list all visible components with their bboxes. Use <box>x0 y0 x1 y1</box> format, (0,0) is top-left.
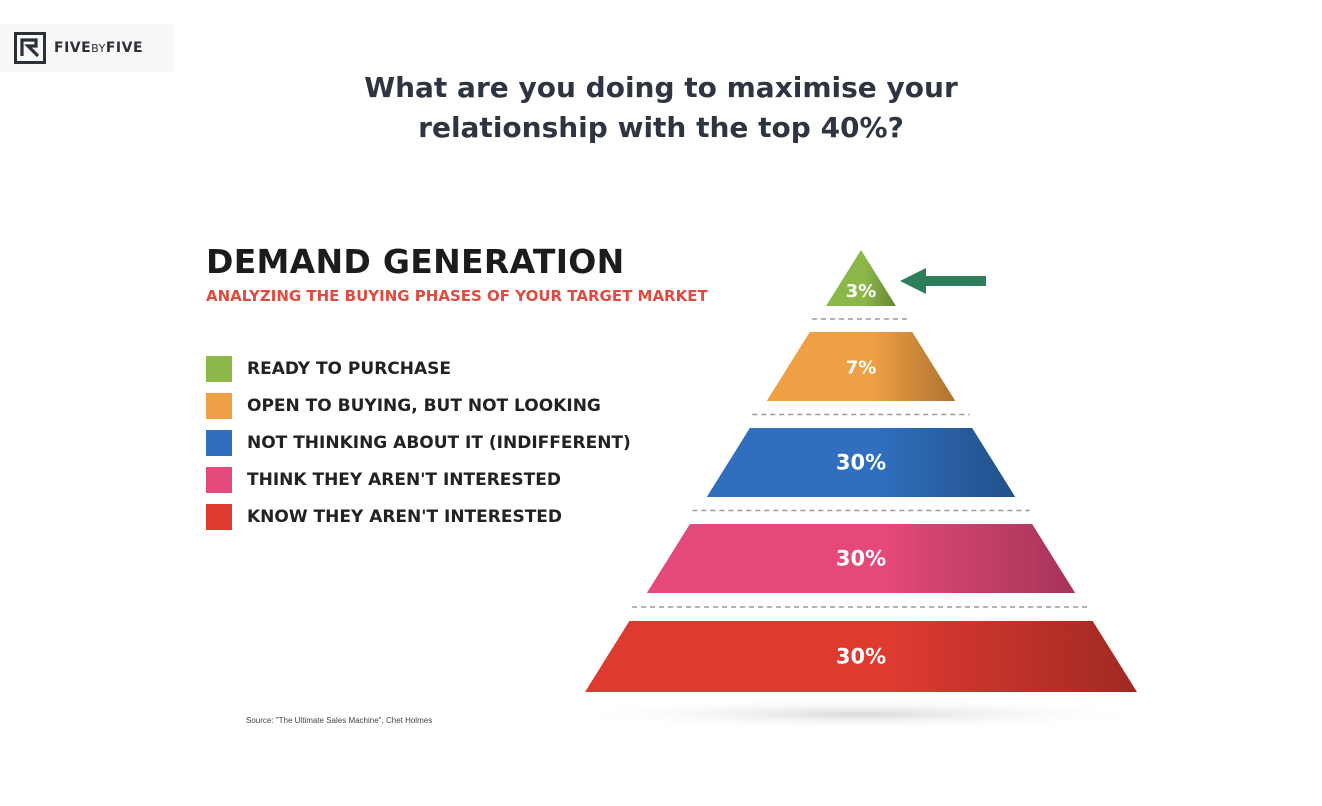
brand-name-part3: FIVE <box>105 40 144 56</box>
pyramid-shadow <box>560 698 1160 730</box>
tier-value-label: 30% <box>836 451 886 475</box>
legend-item-know-not-interested: KNOW THEY AREN'T INTERESTED <box>206 498 631 535</box>
headline-line1: What are you doing to maximise your <box>364 71 958 104</box>
legend-item-think-not-interested: THINK THEY AREN'T INTERESTED <box>206 461 631 498</box>
infographic-subtitle: ANALYZING THE BUYING PHASES OF YOUR TARG… <box>206 287 708 305</box>
tier-open: 7% <box>766 332 956 401</box>
tier-value-label: 30% <box>836 645 886 669</box>
tier-know-not-interested: 30% <box>585 621 1137 692</box>
tier-shading <box>585 621 1137 692</box>
infographic-title: DEMAND GENERATION <box>206 242 625 281</box>
tier-value-label: 30% <box>836 547 886 571</box>
legend-item-ready: READY TO PURCHASE <box>206 350 631 387</box>
legend-swatch <box>206 392 232 419</box>
legend-item-indifferent: NOT THINKING ABOUT IT (INDIFFERENT) <box>206 424 631 461</box>
legend-swatch <box>206 355 232 382</box>
tier-shading <box>706 428 1016 497</box>
tier-indifferent: 30% <box>706 428 1016 497</box>
tier-shading <box>646 524 1076 593</box>
tier-shading <box>826 250 896 306</box>
brand-name-part2: BY <box>91 42 106 55</box>
legend-label: READY TO PURCHASE <box>247 358 451 379</box>
legend-label: NOT THINKING ABOUT IT (INDIFFERENT) <box>247 432 631 453</box>
tier-value-label: 7% <box>846 358 877 379</box>
legend-item-open: OPEN TO BUYING, BUT NOT LOOKING <box>206 387 631 424</box>
brand-name-part1: FIVE <box>54 40 92 56</box>
source-citation: Source: "The Ultimate Sales Machine", Ch… <box>246 716 433 725</box>
legend-swatch <box>206 503 232 530</box>
brand-name: FIVEBYFIVE <box>54 40 143 56</box>
tier-shading <box>766 332 956 401</box>
brand-logo: FIVEBYFIVE <box>0 24 175 72</box>
headline-line2: relationship with the top 40%? <box>418 111 904 144</box>
legend: READY TO PURCHASE OPEN TO BUYING, BUT NO… <box>206 350 631 535</box>
tier-think-not-interested: 30% <box>646 524 1076 593</box>
arrow-left-icon <box>900 268 986 294</box>
headline: What are you doing to maximise your rela… <box>0 68 1322 148</box>
tier-ready: 3% <box>826 250 896 306</box>
logo-mark-icon <box>14 32 46 64</box>
legend-label: OPEN TO BUYING, BUT NOT LOOKING <box>247 395 601 416</box>
legend-swatch <box>206 429 232 456</box>
legend-label: KNOW THEY AREN'T INTERESTED <box>247 506 563 527</box>
legend-label: THINK THEY AREN'T INTERESTED <box>247 469 561 490</box>
tier-value-label: 3% <box>846 281 877 302</box>
legend-swatch <box>206 466 232 493</box>
